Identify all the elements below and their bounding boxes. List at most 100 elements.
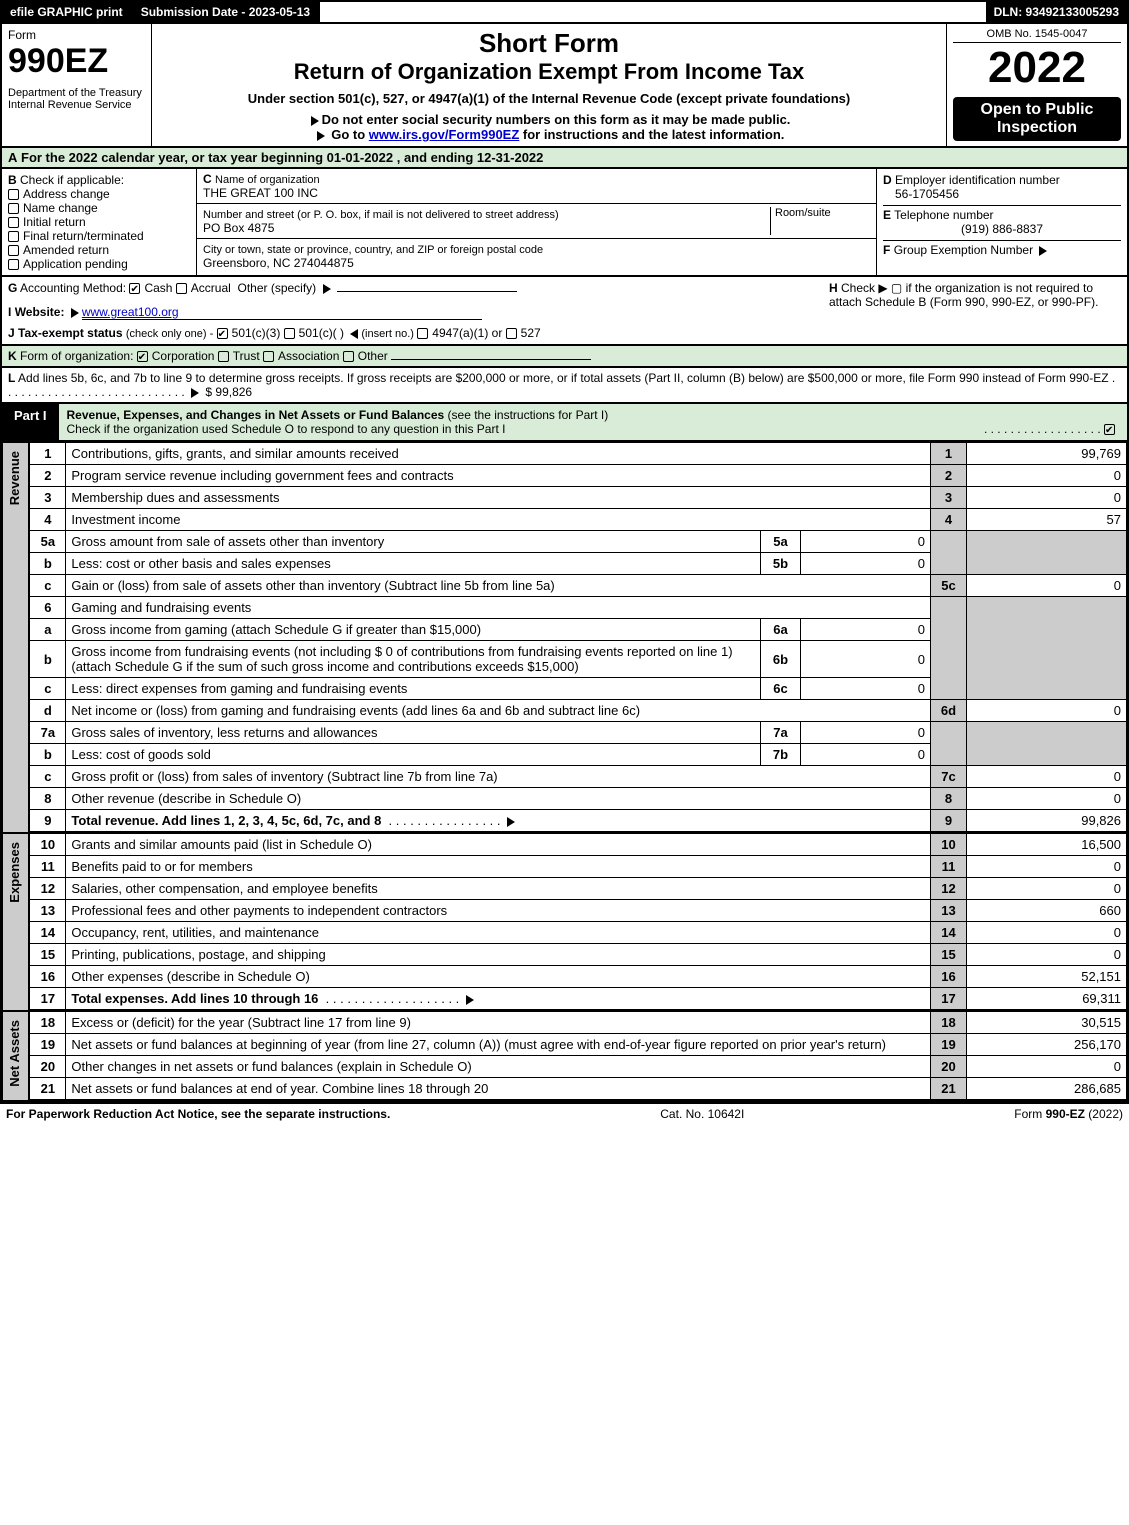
k-label: Form of organization: (20, 349, 133, 363)
part1-title: Revenue, Expenses, and Changes in Net As… (67, 408, 445, 422)
paperwork-notice: For Paperwork Reduction Act Notice, see … (6, 1107, 390, 1121)
line-7b-text: Less: cost of goods sold (66, 744, 761, 766)
line-5c-text: Gain or (loss) from sale of assets other… (66, 575, 931, 597)
line-9-text: Total revenue. Add lines 1, 2, 3, 4, 5c,… (71, 813, 381, 828)
arrow-icon (323, 284, 331, 294)
line-12-amt: 0 (967, 878, 1127, 900)
short-form-title: Short Form (158, 28, 940, 59)
expenses-section: Expenses 10Grants and similar amounts pa… (0, 833, 1129, 1011)
chk-name-change[interactable] (8, 203, 19, 214)
chk-initial-return[interactable] (8, 217, 19, 228)
part1-label: Part I (2, 404, 59, 440)
open-to-public: Open to Public Inspection (953, 97, 1121, 141)
chk-accrual[interactable] (176, 283, 187, 294)
city-label: City or town, state or province, country… (203, 244, 543, 256)
line-3-amt: 0 (967, 487, 1127, 509)
line-15-text: Printing, publications, postage, and shi… (66, 944, 931, 966)
submission-date: Submission Date - 2023-05-13 (133, 2, 320, 22)
line-12-text: Salaries, other compensation, and employ… (66, 878, 931, 900)
line-1-amt: 99,769 (967, 443, 1127, 465)
form-label: Form (8, 28, 145, 42)
i-label: Website: (15, 305, 65, 319)
street: PO Box 4875 (203, 221, 274, 235)
e-label: Telephone number (894, 208, 993, 222)
line-6c-text: Less: direct expenses from gaming and fu… (66, 678, 761, 700)
line-19-text: Net assets or fund balances at beginning… (66, 1034, 931, 1056)
chk-4947[interactable] (417, 328, 428, 339)
chk-application-pending[interactable] (8, 259, 19, 270)
line-5a-amt: 0 (801, 531, 931, 553)
form-number: 990EZ (8, 42, 145, 81)
line-14-text: Occupancy, rent, utilities, and maintena… (66, 922, 931, 944)
cat-no: Cat. No. 10642I (660, 1107, 744, 1121)
chk-association[interactable] (263, 351, 274, 362)
arrow-icon (507, 817, 515, 827)
part1-check-text: Check if the organization used Schedule … (67, 422, 506, 436)
line-21-text: Net assets or fund balances at end of ye… (66, 1078, 931, 1101)
line-6d-amt: 0 (967, 700, 1127, 722)
chk-final-return[interactable] (8, 231, 19, 242)
net-assets-section: Net Assets 18Excess or (deficit) for the… (0, 1011, 1129, 1103)
line-16-text: Other expenses (describe in Schedule O) (66, 966, 931, 988)
chk-amended[interactable] (8, 245, 19, 256)
line-20-amt: 0 (967, 1056, 1127, 1078)
goto-post: for instructions and the latest informat… (519, 127, 784, 142)
arrow-icon (311, 116, 319, 126)
row-l: L Add lines 5b, 6c, and 7b to line 9 to … (0, 368, 1129, 404)
line-4-text: Investment income (66, 509, 931, 531)
line-7a-amt: 0 (801, 722, 931, 744)
line-7b-amt: 0 (801, 744, 931, 766)
line-6a-amt: 0 (801, 619, 931, 641)
arrow-icon (71, 308, 79, 318)
form-header: Form 990EZ Department of the Treasury In… (0, 24, 1129, 148)
chk-cash[interactable] (129, 283, 140, 294)
line-5b-amt: 0 (801, 553, 931, 575)
expenses-tab: Expenses (3, 834, 26, 911)
line-2-amt: 0 (967, 465, 1127, 487)
chk-501c3[interactable] (217, 328, 228, 339)
chk-other-org[interactable] (343, 351, 354, 362)
line-6-text: Gaming and fundraising events (66, 597, 931, 619)
line-6b-text: Gross income from fundraising events (no… (66, 641, 761, 678)
row-k: K Form of organization: Corporation Trus… (0, 346, 1129, 368)
ssn-note: Do not enter social security numbers on … (322, 112, 791, 127)
omb-number: OMB No. 1545-0047 (953, 28, 1121, 43)
line-11-text: Benefits paid to or for members (66, 856, 931, 878)
chk-501c[interactable] (284, 328, 295, 339)
line-17-amt: 69,311 (967, 988, 1127, 1011)
part1-header: Part I Revenue, Expenses, and Changes in… (0, 404, 1129, 442)
chk-527[interactable] (506, 328, 517, 339)
chk-trust[interactable] (218, 351, 229, 362)
line-21-amt: 286,685 (967, 1078, 1127, 1101)
net-assets-tab: Net Assets (3, 1012, 26, 1095)
line-6b-amt: 0 (801, 641, 931, 678)
line-15-amt: 0 (967, 944, 1127, 966)
l-amount: $ 99,826 (205, 385, 252, 399)
telephone: (919) 886-8837 (883, 222, 1121, 236)
form-ref: 990-EZ (1046, 1107, 1085, 1121)
line-7c-text: Gross profit or (loss) from sales of inv… (66, 766, 931, 788)
city: Greensboro, NC 274044875 (203, 256, 354, 270)
arrow-left-icon (350, 329, 358, 339)
line-4-amt: 57 (967, 509, 1127, 531)
d-label: Employer identification number (895, 173, 1060, 187)
ein: 56-1705456 (883, 187, 959, 201)
line-20-text: Other changes in net assets or fund bala… (66, 1056, 931, 1078)
room-suite: Room/suite (770, 207, 870, 235)
top-bar: efile GRAPHIC print Submission Date - 20… (0, 0, 1129, 24)
website-link[interactable]: www.great100.org (82, 305, 482, 320)
irs-link[interactable]: www.irs.gov/Form990EZ (369, 127, 520, 142)
line-16-amt: 52,151 (967, 966, 1127, 988)
line-1-text: Contributions, gifts, grants, and simila… (66, 443, 931, 465)
chk-corporation[interactable] (137, 351, 148, 362)
org-name: THE GREAT 100 INC (203, 186, 318, 200)
row-a: A For the 2022 calendar year, or tax yea… (0, 148, 1129, 169)
efile-print[interactable]: efile GRAPHIC print (2, 2, 133, 22)
entity-block: B Check if applicable: Address change Na… (0, 169, 1129, 277)
arrow-icon (317, 131, 325, 141)
chk-schedule-o[interactable] (1104, 424, 1115, 435)
line-6a-text: Gross income from gaming (attach Schedul… (66, 619, 761, 641)
chk-address-change[interactable] (8, 189, 19, 200)
line-2-text: Program service revenue including govern… (66, 465, 931, 487)
line-13-amt: 660 (967, 900, 1127, 922)
